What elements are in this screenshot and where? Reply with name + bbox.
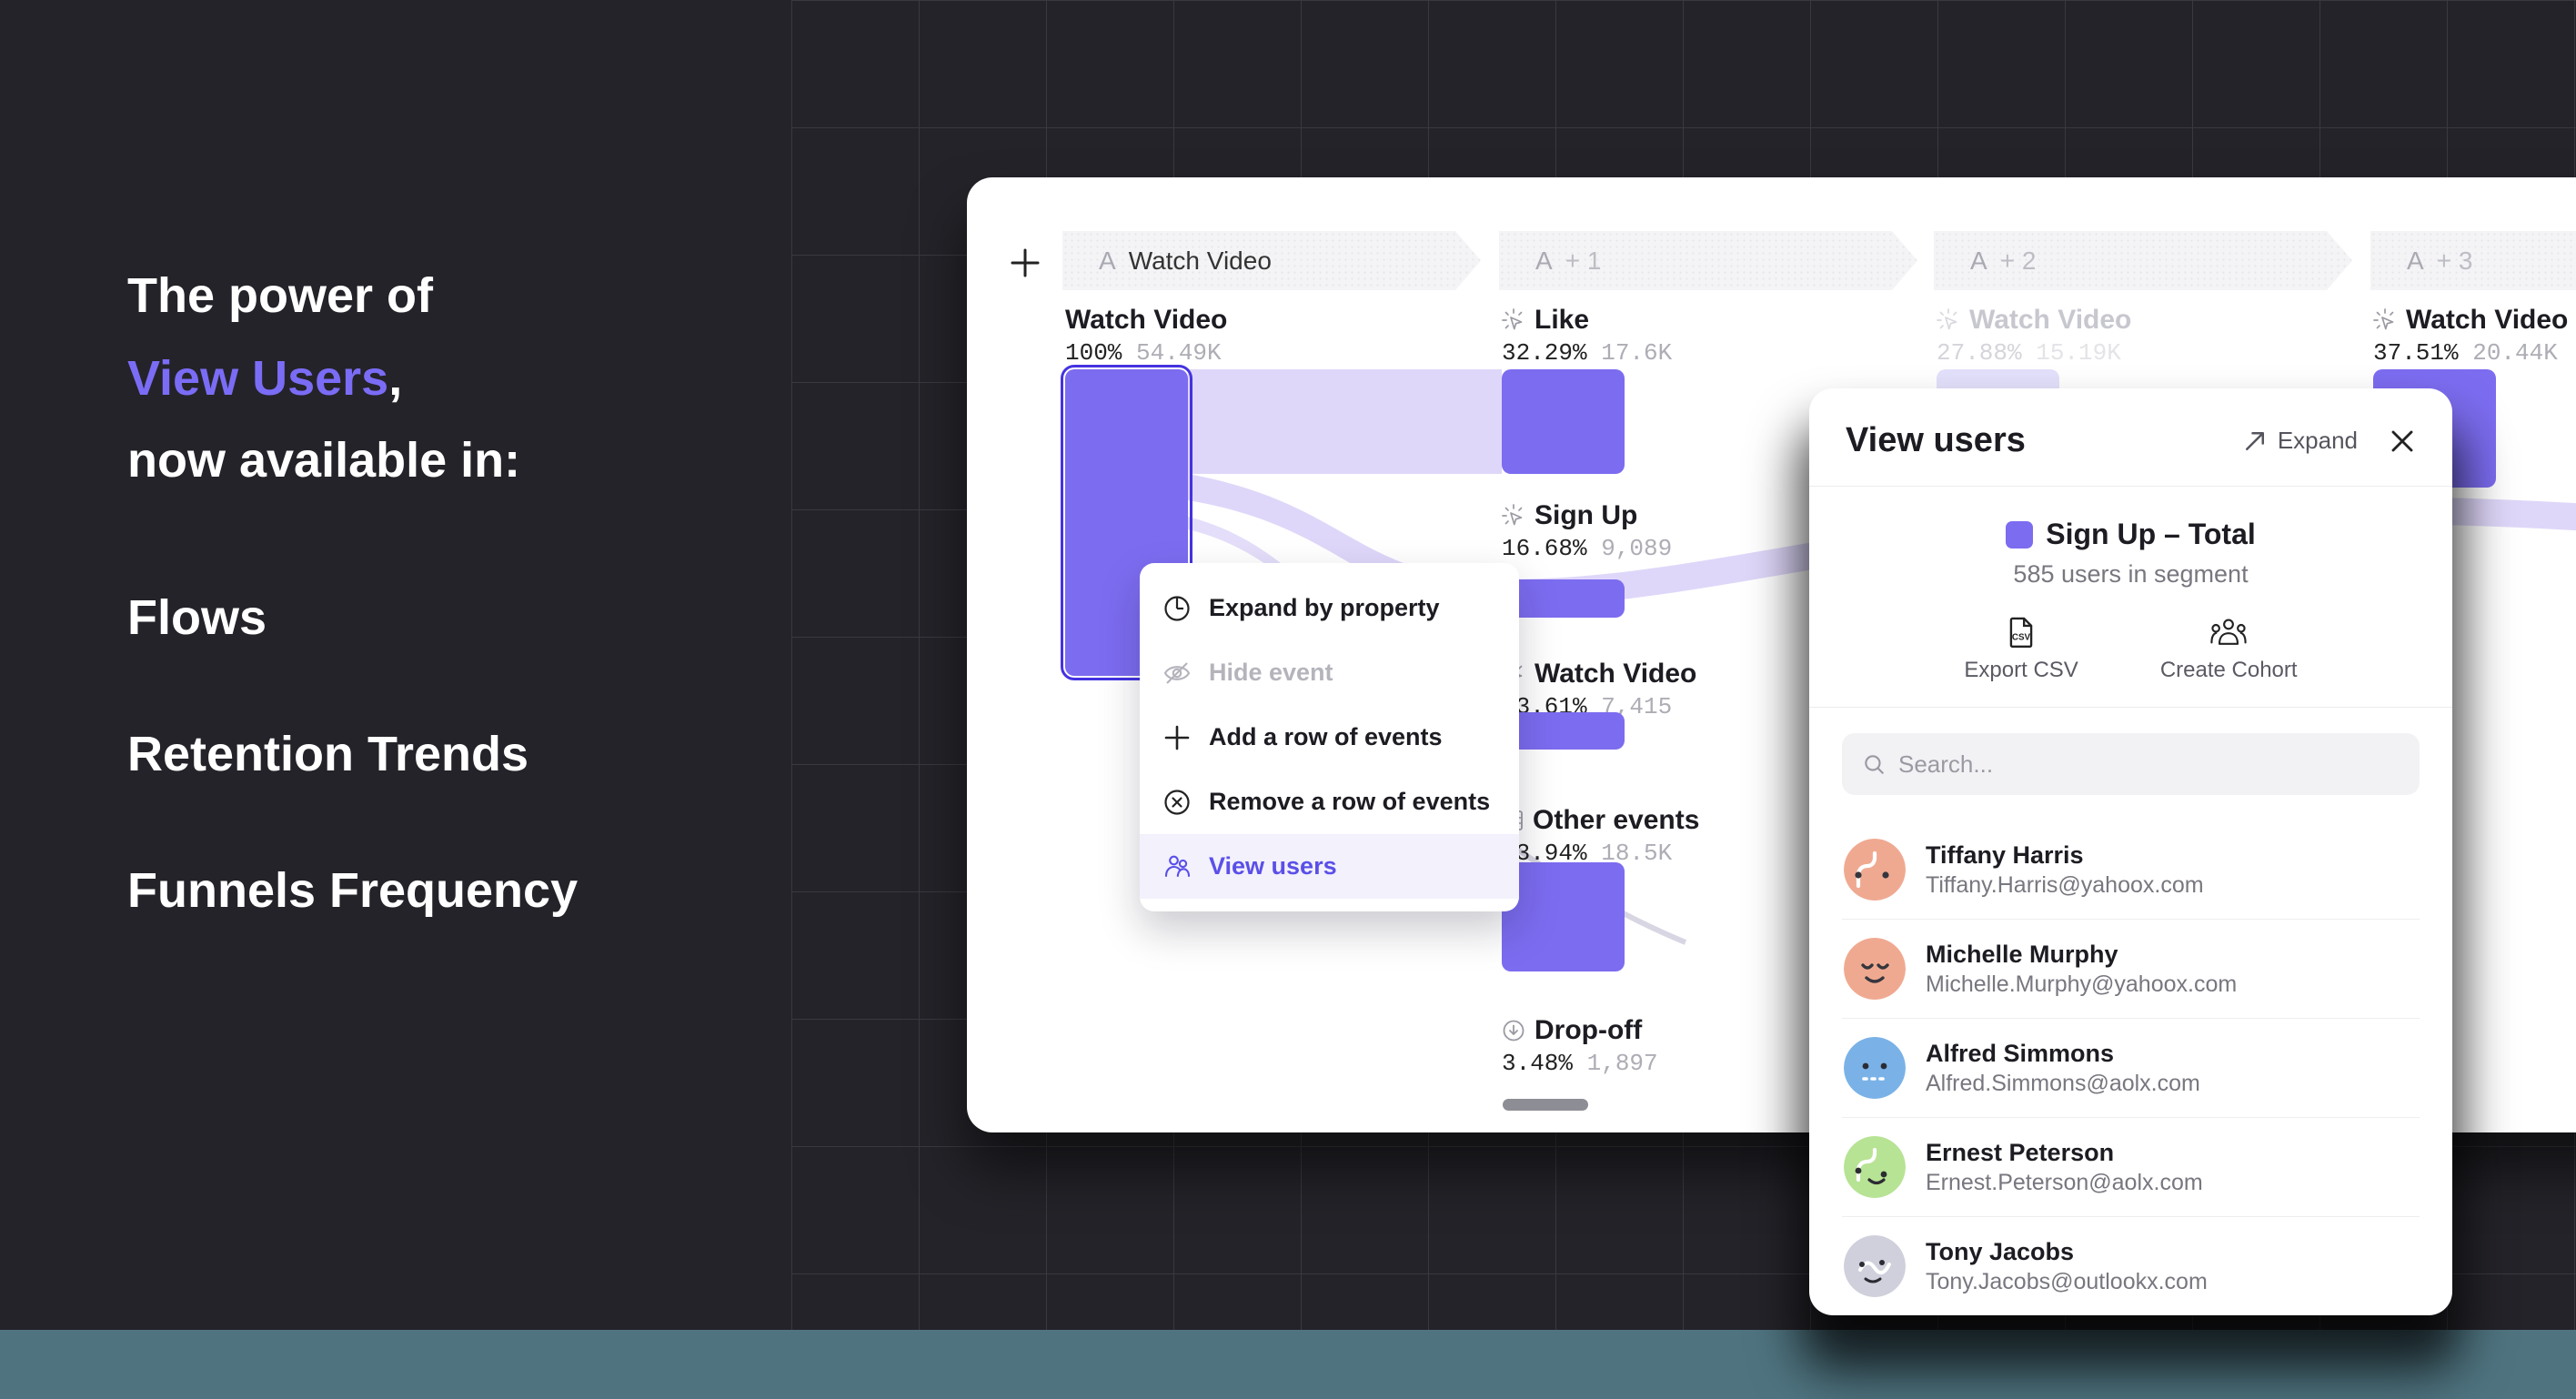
svg-text:CSV: CSV [2012,633,2031,643]
